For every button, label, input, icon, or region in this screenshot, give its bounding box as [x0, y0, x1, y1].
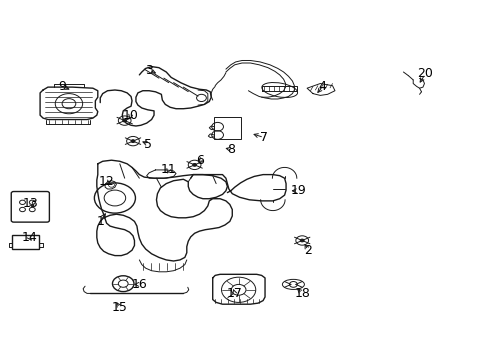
Text: 17: 17 — [226, 287, 242, 300]
Text: 10: 10 — [122, 109, 138, 122]
Text: 5: 5 — [144, 138, 152, 150]
Text: 9: 9 — [59, 80, 66, 93]
Text: 16: 16 — [131, 278, 147, 291]
Text: 12: 12 — [99, 175, 114, 188]
Text: 13: 13 — [22, 197, 38, 210]
Text: 14: 14 — [21, 231, 37, 244]
Text: 19: 19 — [290, 184, 305, 197]
Text: 8: 8 — [226, 143, 234, 156]
Bar — [214, 117, 241, 139]
Text: 20: 20 — [417, 67, 432, 80]
Text: 18: 18 — [294, 287, 309, 300]
Bar — [12, 235, 39, 249]
Text: 2: 2 — [304, 244, 311, 257]
Text: 7: 7 — [260, 131, 267, 144]
Circle shape — [300, 239, 304, 242]
Circle shape — [131, 140, 135, 143]
Circle shape — [122, 119, 126, 122]
Text: 11: 11 — [161, 163, 176, 176]
Text: 6: 6 — [196, 154, 204, 167]
Circle shape — [192, 163, 196, 166]
Text: 15: 15 — [112, 301, 127, 314]
Text: 4: 4 — [318, 80, 326, 93]
Text: 3: 3 — [145, 64, 153, 77]
Text: 1: 1 — [96, 215, 104, 228]
